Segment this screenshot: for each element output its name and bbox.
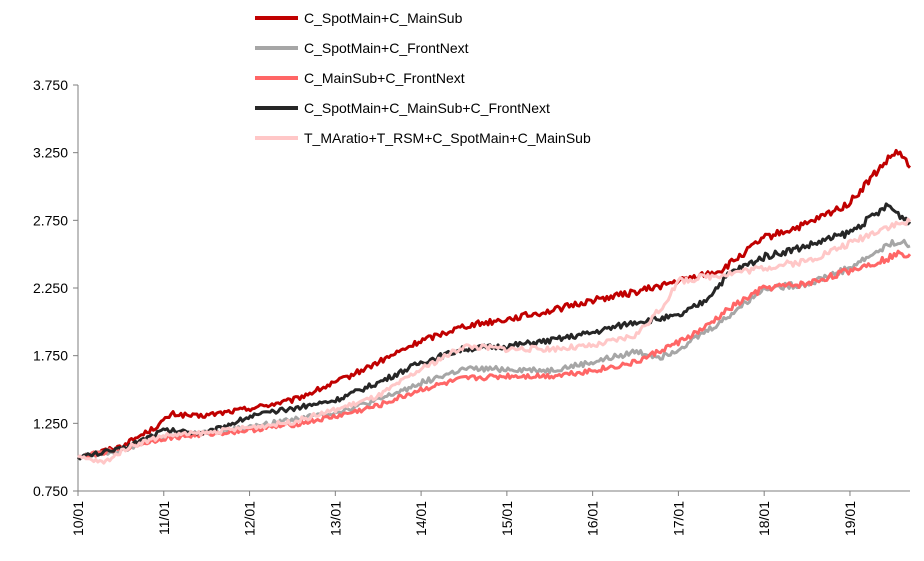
x-tick-label: 10/01 [70,501,86,536]
x-tick-label: 13/01 [327,501,343,536]
legend-label-3: C_MainSub+C_FrontNext [304,70,465,86]
legend-label-5: T_MAratio+T_RSM+C_SpotMain+C_MainSub [304,130,591,146]
x-tick-label: 18/01 [756,501,772,536]
x-tick-label: 15/01 [499,501,515,536]
y-tick-label: 1.250 [33,415,68,431]
x-tick-label: 12/01 [242,501,258,536]
y-tick-label: 2.750 [33,212,68,228]
legend-label-4: C_SpotMain+C_MainSub+C_FrontNext [304,100,550,116]
y-tick-label: 3.250 [33,145,68,161]
y-tick-label: 0.750 [33,483,68,499]
y-tick-label: 2.250 [33,280,68,296]
legend-label-1: C_SpotMain+C_MainSub [304,10,463,26]
series-line-4 [77,202,912,461]
legend-label-2: C_SpotMain+C_FrontNext [304,40,469,56]
x-tick-label: 14/01 [413,501,429,536]
series-line-2 [77,238,911,460]
x-tick-label: 11/01 [156,501,172,535]
x-tick-label: 16/01 [585,501,601,536]
series-layer [77,148,912,465]
series-line-5 [77,217,912,465]
y-tick-label: 3.750 [33,77,68,93]
chart-axes: 0.750 1.250 1.750 2.250 2.750 3.250 3.750 10/01… [33,77,910,536]
x-tick-label: 17/01 [670,501,686,536]
x-tick-label: 19/01 [842,501,858,536]
y-tick-label: 1.750 [33,348,68,364]
series-line-1 [77,148,912,459]
chart-legend: C_SpotMain+C_MainSub C_SpotMain+C_FrontNe… [255,10,591,146]
